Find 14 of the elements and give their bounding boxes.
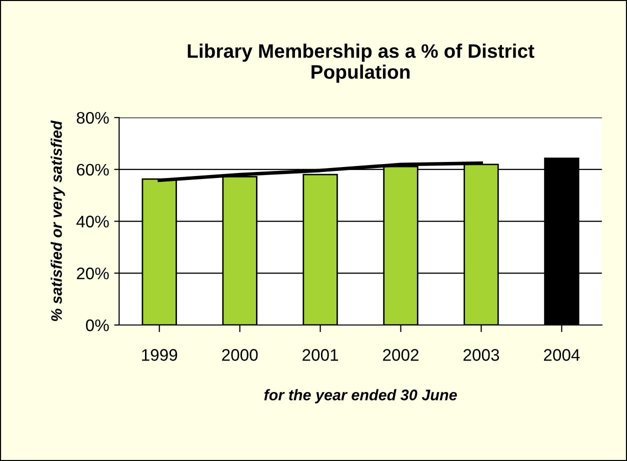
y-tick-label: 20% [76, 268, 109, 280]
x-tick-label: 2000 [222, 349, 258, 361]
chart-title: Library Membership as a % of District Population [188, 44, 534, 83]
y-axis-title: % satisfied or very satisfied [50, 120, 65, 322]
y-tick-label: 40% [76, 216, 109, 228]
x-axis-title: for the year ended 30 June [264, 389, 457, 404]
y-tick-label: 60% [76, 164, 109, 176]
x-tick-label: 1999 [142, 349, 178, 361]
y-tick-label: 80% [76, 112, 109, 124]
x-tick-label: 2001 [302, 349, 338, 361]
x-tick-label: 2002 [383, 349, 418, 361]
y-tick-label: 0% [86, 319, 109, 332]
x-tick-label: 2004 [544, 349, 580, 361]
x-tick-label: 2003 [464, 349, 500, 361]
